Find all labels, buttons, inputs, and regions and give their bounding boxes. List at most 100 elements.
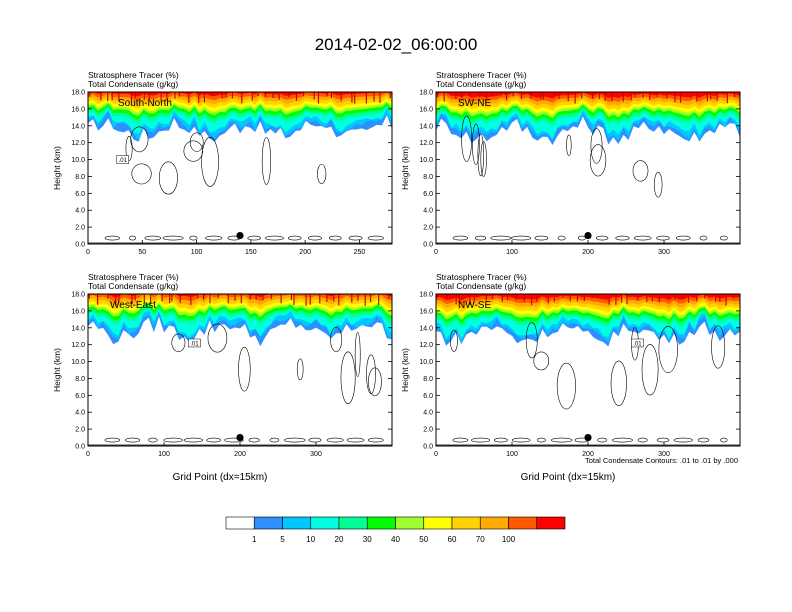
condensate-contour <box>368 367 382 397</box>
condensate-contour <box>533 351 550 371</box>
panel-west-east: Stratosphere Tracer (%)Total Condensate … <box>52 272 393 483</box>
panel-title-condensate: Total Condensate (g/kg) <box>436 281 526 291</box>
y-tick-label: 2.0 <box>423 225 433 232</box>
y-tick-label: 8.0 <box>423 376 433 383</box>
x-tick-label: 200 <box>299 249 311 256</box>
boundary-contour <box>675 235 691 241</box>
y-tick-label: 18.0 <box>419 292 433 299</box>
location-marker <box>236 433 244 442</box>
x-tick-label: 300 <box>658 249 670 256</box>
boundary-contour <box>656 235 670 241</box>
y-tick-label: 0.0 <box>423 242 433 249</box>
colorbar-swatch <box>395 516 425 530</box>
condensate-contour <box>641 344 659 396</box>
y-tick-label: 12.0 <box>71 140 85 147</box>
condensate-contour <box>658 326 678 374</box>
boundary-contour <box>348 235 363 241</box>
colorbar-swatch <box>508 516 538 530</box>
x-tick-label: 200 <box>582 451 594 458</box>
panel-sw-ne: Stratosphere Tracer (%)Total Condensate … <box>400 70 741 256</box>
contour-label-box <box>188 338 201 348</box>
plot-frame <box>87 91 393 245</box>
colorbar-swatch <box>253 516 283 530</box>
boundary-contour <box>673 437 693 443</box>
y-tick-label: 14.0 <box>71 325 85 332</box>
boundary-contour <box>148 437 158 443</box>
boundary-contour <box>534 235 549 241</box>
x-tick-label: 300 <box>658 451 670 458</box>
y-tick-label: 6.0 <box>75 191 85 198</box>
boundary-contour <box>163 437 183 443</box>
boundary-contour <box>490 235 512 241</box>
condensate-contour <box>525 322 538 359</box>
boundary-contour <box>699 235 708 241</box>
condensate-contour <box>238 346 251 392</box>
y-tick-label: 14.0 <box>419 123 433 130</box>
boundary-contour <box>550 437 573 443</box>
section-label: South-North <box>118 98 172 109</box>
x-tick-label: 300 <box>310 451 322 458</box>
x-axis-label: Grid Point (dx=15km) <box>521 472 616 483</box>
panel-south-north: Stratosphere Tracer (%)Total Condensate … <box>52 70 393 256</box>
y-tick-label: 16.0 <box>419 106 433 113</box>
section-label: SW-NE <box>458 98 491 109</box>
colorbar-label: 50 <box>419 535 428 544</box>
condensate-contour <box>566 134 572 156</box>
boundary-contour <box>720 437 728 443</box>
colorbar-label: 1 <box>252 535 257 544</box>
y-tick-label: 0.0 <box>75 242 85 249</box>
contour-label-box <box>116 155 129 164</box>
colorbar-label: 60 <box>448 535 457 544</box>
boundary-contour <box>719 235 728 241</box>
tracer-band-11 <box>88 92 392 97</box>
contour-label: .01 <box>633 341 642 347</box>
section-label: West-East <box>110 300 156 311</box>
colorbar-label: 20 <box>335 535 344 544</box>
condensate-contour <box>711 325 726 369</box>
y-tick-label: 4.0 <box>75 208 85 215</box>
colorbar-label: 40 <box>391 535 400 544</box>
colorbar-label: 100 <box>502 535 516 544</box>
panel-title-condensate: Total Condensate (g/kg) <box>436 79 526 89</box>
boundary-contour <box>144 235 162 241</box>
plot-area <box>436 92 740 244</box>
tracer-band-10 <box>88 294 392 302</box>
boundary-contour <box>511 437 531 443</box>
y-axis-label: Height (km) <box>400 348 410 392</box>
x-tick-label: 150 <box>245 249 257 256</box>
y-tick-label: 18.0 <box>71 90 85 97</box>
boundary-contour <box>248 437 260 443</box>
condensate-contour <box>589 144 607 177</box>
condensate-contour <box>189 132 204 152</box>
y-axis-label: Height (km) <box>52 348 62 392</box>
y-tick-label: 18.0 <box>71 292 85 299</box>
x-tick-label: 0 <box>86 451 90 458</box>
boundary-contour <box>346 437 365 443</box>
y-tick-label: 0.0 <box>423 444 433 451</box>
boundary-contour <box>493 437 508 443</box>
x-tick-label: 200 <box>234 451 246 458</box>
contour-note: Total Condensate Contours: .01 to .01 by… <box>585 456 738 465</box>
boundary-contour <box>308 235 322 241</box>
boundary-contour <box>596 235 609 241</box>
section-label: NW-SE <box>458 300 491 311</box>
panel-title-tracer: Stratosphere Tracer (%) <box>88 70 179 80</box>
boundary-contour <box>265 235 284 241</box>
condensate-contour <box>158 161 178 195</box>
x-tick-label: 100 <box>191 249 203 256</box>
y-tick-label: 0.0 <box>75 444 85 451</box>
x-tick-label: 100 <box>506 249 518 256</box>
contour-label-box <box>631 338 644 348</box>
colorbar-label: 70 <box>476 535 485 544</box>
x-tick-label: 50 <box>138 249 146 256</box>
panel-title-tracer: Stratosphere Tracer (%) <box>88 272 179 282</box>
x-axis-label: Grid Point (dx=15km) <box>173 472 268 483</box>
condensate-contour <box>590 128 603 164</box>
contour-label: .01 <box>119 158 128 164</box>
x-tick-label: 250 <box>354 249 366 256</box>
condensate-contour <box>171 333 186 352</box>
boundary-contour <box>557 235 566 241</box>
panel-title-tracer: Stratosphere Tracer (%) <box>436 70 527 80</box>
condensate-contour <box>183 140 204 162</box>
